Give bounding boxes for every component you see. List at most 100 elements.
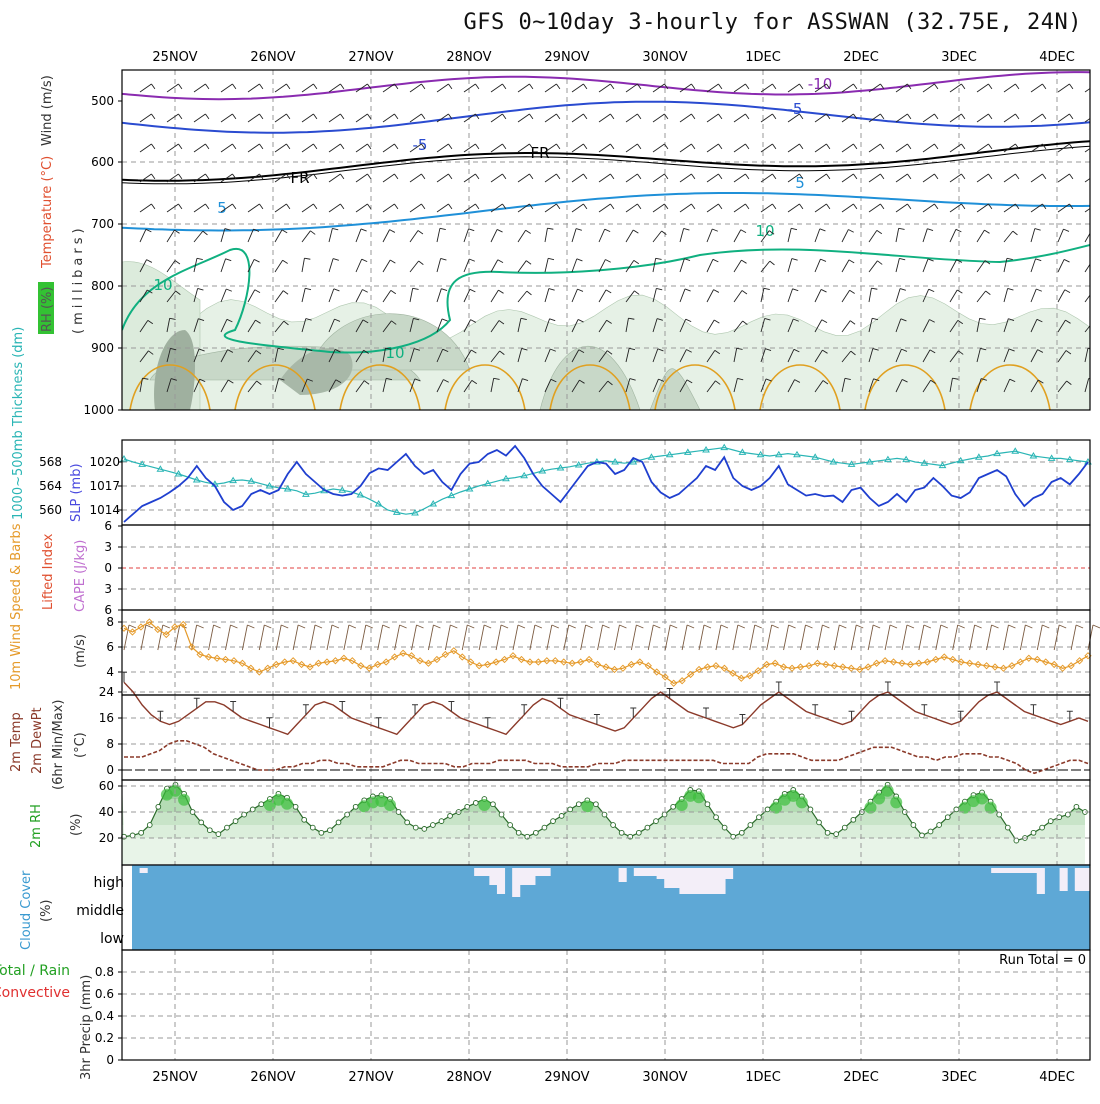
wind-barb-flag: [362, 319, 369, 324]
wind-barb-flag: [955, 228, 962, 233]
wind-barb-flag: [763, 287, 770, 290]
wind-barb: [140, 624, 147, 651]
wind-barb-flag: [169, 317, 176, 320]
wind-barb-flag: [1015, 83, 1020, 90]
wind-barb: [478, 624, 485, 651]
wind-barb: [436, 173, 449, 183]
tick-label: 24: [99, 685, 114, 699]
rh-marker: [335, 819, 342, 826]
rh-peak: [976, 792, 989, 805]
wind-barb-flag: [1015, 203, 1020, 210]
thickness-marker: [902, 455, 910, 463]
wind-barb: [247, 319, 256, 333]
wind-barb: [571, 83, 584, 93]
wind-barb: [749, 624, 756, 651]
wind-barb-flag: [522, 378, 529, 381]
wind-barb-flag: [467, 624, 475, 629]
thickness-marker: [374, 500, 383, 507]
wind-barb: [409, 230, 419, 243]
wind-barb-flag: [765, 348, 772, 351]
wind-barb-flag: [394, 83, 399, 90]
wind-barb-flag: [934, 173, 939, 180]
wind-barb-flag: [281, 624, 289, 629]
wind-barb-flag: [1009, 378, 1016, 383]
wind-speed-marker: [196, 650, 204, 659]
wind-speed-marker: [230, 657, 238, 665]
wind-barb: [463, 228, 469, 243]
rh-marker: [198, 819, 205, 826]
wind-speed-marker: [492, 658, 500, 666]
wind-barb: [760, 203, 773, 213]
tick-label: 0.4: [95, 1009, 114, 1023]
wind-barb: [517, 260, 527, 273]
wind-barb: [598, 350, 608, 363]
rh-marker: [601, 811, 608, 818]
wind-barb: [1084, 177, 1090, 183]
wind-barb: [1003, 318, 1009, 333]
wind-barb: [490, 173, 503, 183]
wind-barb-flag: [769, 260, 775, 266]
wind-barb-flag: [178, 173, 183, 180]
date-label-bottom: 4DEC: [1039, 1070, 1075, 1085]
wind-speed-marker: [500, 655, 509, 664]
wind-barb-flag: [619, 624, 627, 629]
wind-barb-flag: [286, 113, 291, 120]
wind-barb: [976, 203, 989, 213]
rh-marker: [430, 822, 436, 828]
wind-barb-flag: [197, 288, 204, 291]
cloud-gap: [1082, 868, 1091, 891]
wind-barb: [382, 143, 395, 153]
wind-barb-flag: [1075, 624, 1084, 629]
wind-barb: [377, 624, 384, 651]
wind-barb: [679, 203, 692, 213]
rh-marker: [146, 822, 153, 828]
wind-barb: [1003, 230, 1014, 243]
rh-marker: [575, 801, 582, 808]
thickness-marker: [356, 491, 365, 498]
wind-barb-flag: [850, 350, 856, 356]
date-label-top: 27NOV: [348, 50, 393, 65]
wind-barb: [1030, 113, 1043, 123]
wind-barb-flag: [178, 83, 183, 90]
wind-barb-flag: [961, 203, 966, 210]
wind-barb: [922, 349, 931, 363]
rh-marker: [850, 816, 857, 823]
wind-barb: [247, 83, 260, 93]
wind-barb: [274, 229, 283, 243]
wind-barb: [625, 318, 629, 333]
wind-barb: [1030, 288, 1037, 303]
wind-barb-flag: [421, 143, 426, 150]
wind-barb: [139, 143, 152, 153]
wind-barb: [679, 349, 687, 363]
wind-barb-flag: [849, 289, 855, 294]
wind-barb: [868, 143, 881, 153]
wind-barb-flag: [1093, 291, 1098, 295]
wind-barb: [733, 348, 738, 363]
rh-marker: [618, 829, 625, 836]
wind-barb: [760, 173, 773, 183]
wind-barb: [868, 318, 873, 333]
wind-barb: [733, 229, 742, 243]
wind-barb: [976, 143, 989, 153]
wind-barb-flag: [196, 257, 203, 260]
wind-barb-flag: [468, 228, 475, 232]
wind-barb: [733, 290, 743, 303]
wind-barb: [760, 348, 766, 363]
wind-barb-flag: [1066, 380, 1072, 386]
wind-barb: [949, 143, 962, 153]
rh-marker: [232, 818, 239, 824]
wind-barb: [986, 624, 992, 651]
wind-barb: [952, 624, 959, 651]
wind-barb-flag: [1096, 144, 1099, 149]
wind-barb-flag: [583, 203, 588, 210]
wind-barb: [895, 173, 908, 183]
thickness-marker: [665, 450, 674, 458]
wind-speed-marker: [424, 659, 433, 667]
wind-barb-flag: [1008, 348, 1015, 352]
rh-marker: [1013, 837, 1020, 844]
wind-barb: [328, 258, 334, 273]
wind10m-panel: 864 10m Wind Speed & Barbs (m/s): [9, 523, 1100, 696]
rh-label: RH (%): [40, 287, 55, 332]
date-label-top: 30NOV: [642, 50, 687, 65]
